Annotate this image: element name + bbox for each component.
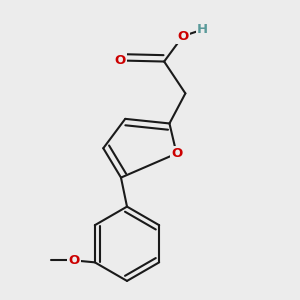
Text: O: O — [171, 147, 182, 160]
Text: H: H — [197, 23, 208, 36]
Text: O: O — [177, 30, 188, 43]
Text: O: O — [114, 54, 125, 67]
Text: O: O — [68, 254, 80, 267]
